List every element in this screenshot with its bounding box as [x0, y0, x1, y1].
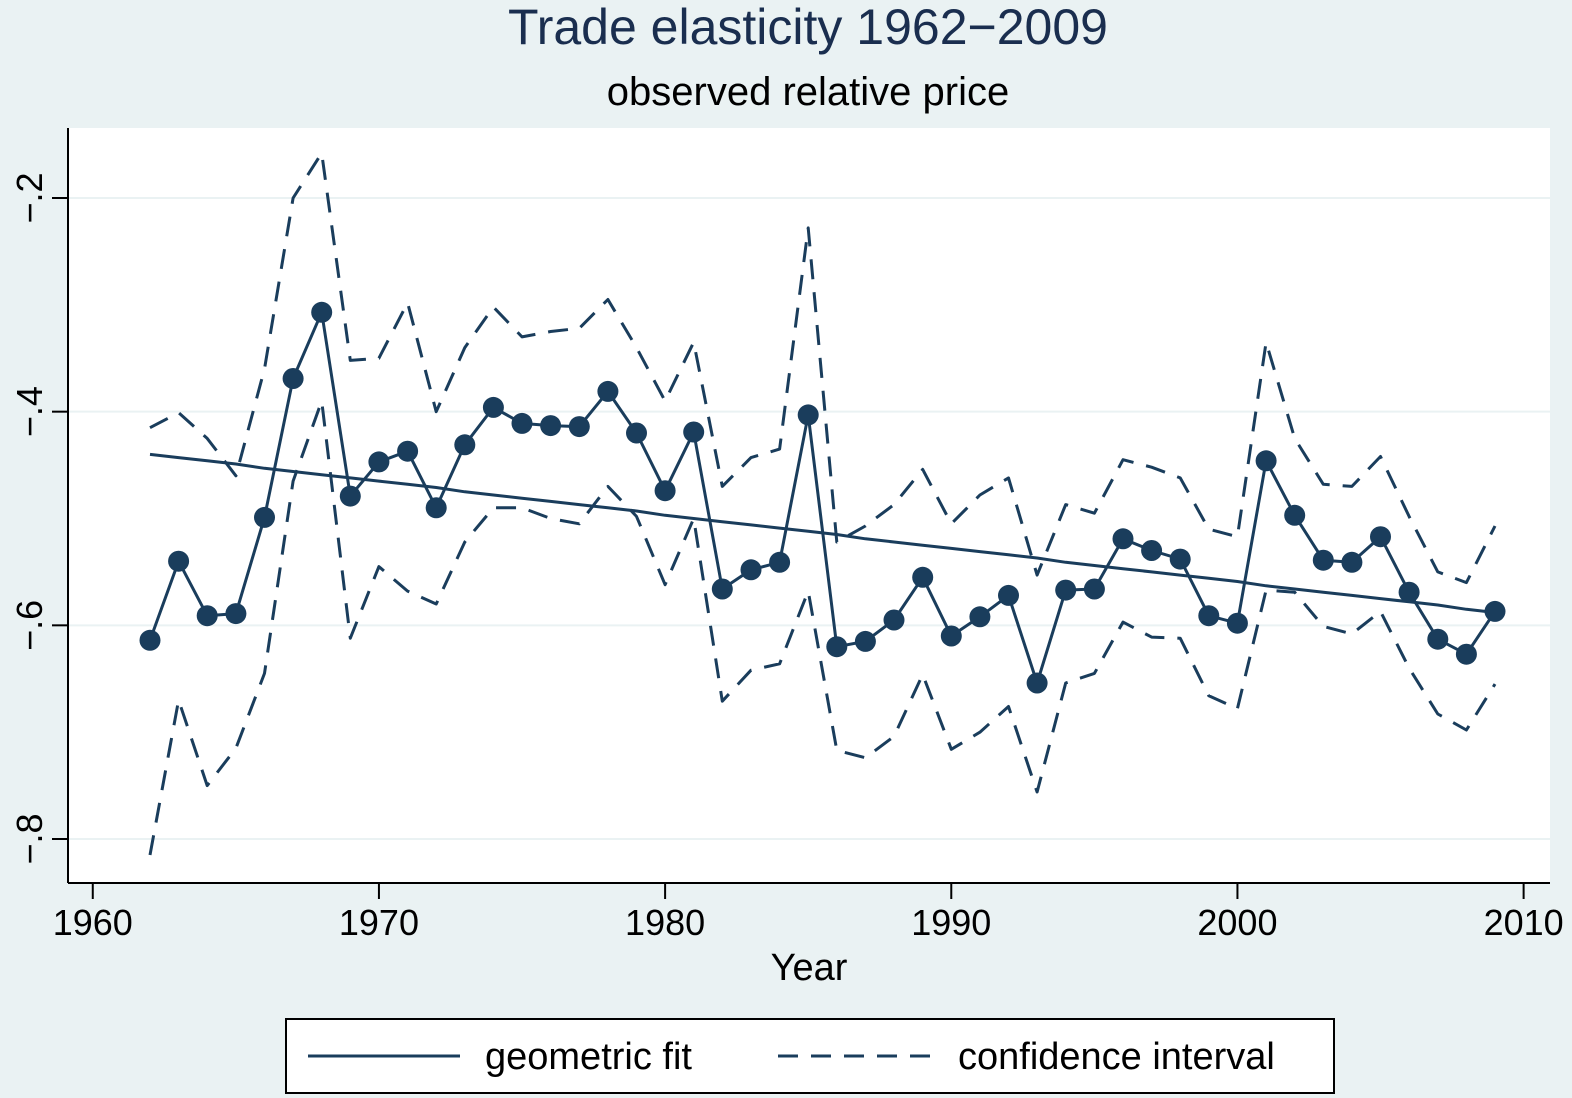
x-tick-label: 1960 [53, 902, 133, 943]
plot-area [68, 128, 1550, 883]
data-point-1997 [1141, 540, 1163, 561]
data-point-1998 [1169, 548, 1191, 570]
data-point-1962 [139, 629, 161, 651]
data-point-1994 [1055, 579, 1077, 601]
x-tick-label: 1990 [911, 902, 991, 943]
data-point-1999 [1198, 605, 1220, 627]
x-axis-title: Year [771, 947, 848, 989]
data-point-2003 [1312, 549, 1334, 571]
data-point-1973 [454, 434, 476, 456]
data-point-1986 [826, 636, 848, 658]
data-point-1982 [711, 578, 733, 600]
data-point-1981 [683, 421, 705, 443]
data-point-1988 [883, 609, 905, 631]
data-point-1968 [311, 301, 333, 323]
y-tick-label: −.8 [9, 813, 50, 864]
data-point-2008 [1455, 643, 1477, 665]
data-point-1970 [368, 451, 390, 473]
x-tick-label: 2010 [1484, 902, 1564, 943]
data-point-2004 [1341, 551, 1363, 573]
data-point-1963 [168, 550, 190, 572]
chart-title: Trade elasticity 1962−2009 [508, 0, 1108, 55]
data-point-1978 [597, 380, 619, 402]
data-point-2001 [1255, 450, 1277, 472]
chart-subtitle: observed relative price [607, 70, 1009, 114]
data-point-1980 [654, 480, 676, 502]
data-point-1972 [425, 497, 447, 519]
data-point-2009 [1484, 600, 1506, 622]
x-tick-label: 2000 [1197, 902, 1277, 943]
data-point-1984 [769, 551, 791, 573]
data-point-1979 [626, 422, 647, 444]
y-tick-label: −.2 [9, 172, 50, 223]
x-tick-label: 1970 [339, 902, 419, 943]
data-point-1985 [797, 404, 819, 426]
data-point-1990 [940, 625, 962, 647]
data-point-1967 [282, 368, 304, 389]
data-point-1965 [225, 603, 247, 625]
x-tick-label: 1980 [625, 902, 705, 943]
data-point-1993 [1026, 672, 1048, 694]
data-point-1995 [1083, 578, 1105, 600]
data-point-1976 [540, 415, 562, 437]
data-point-1987 [854, 630, 876, 652]
data-point-1966 [254, 506, 275, 528]
data-point-1996 [1112, 528, 1134, 550]
marker-layer [139, 301, 1506, 694]
y-axis-ticks: −.2 −.4 −.6 −.8 [9, 172, 68, 865]
legend-label-geometric-fit: geometric fit [485, 1036, 692, 1078]
data-point-1964 [196, 605, 218, 627]
data-point-1983 [740, 559, 762, 581]
data-point-1975 [511, 412, 533, 434]
data-point-1974 [482, 396, 504, 418]
data-point-1991 [969, 606, 991, 628]
legend-label-confidence-interval: confidence interval [958, 1036, 1275, 1078]
legend: geometric fit confidence interval [285, 1018, 1335, 1094]
data-point-1971 [397, 440, 419, 462]
data-point-2005 [1370, 526, 1391, 548]
data-point-1977 [568, 416, 590, 438]
grid-lines [68, 197, 1550, 840]
x-axis-ticks: 1960 1970 1980 1990 2000 2010 [53, 883, 1564, 943]
legend-box [285, 1018, 1335, 1094]
data-point-2006 [1398, 581, 1420, 603]
y-tick-label: −.4 [9, 386, 50, 437]
data-point-1969 [339, 485, 361, 507]
series-line-confidence-lower [148, 399, 1497, 856]
data-point-1992 [998, 584, 1019, 606]
y-tick-label: −.6 [9, 600, 50, 651]
series-line-geometric-fit [149, 452, 1496, 614]
series-line-confidence-interval [149, 151, 1497, 585]
data-point-1989 [912, 566, 934, 588]
data-point-2002 [1284, 504, 1306, 526]
data-point-2000 [1226, 612, 1248, 634]
data-point-2007 [1427, 628, 1449, 650]
